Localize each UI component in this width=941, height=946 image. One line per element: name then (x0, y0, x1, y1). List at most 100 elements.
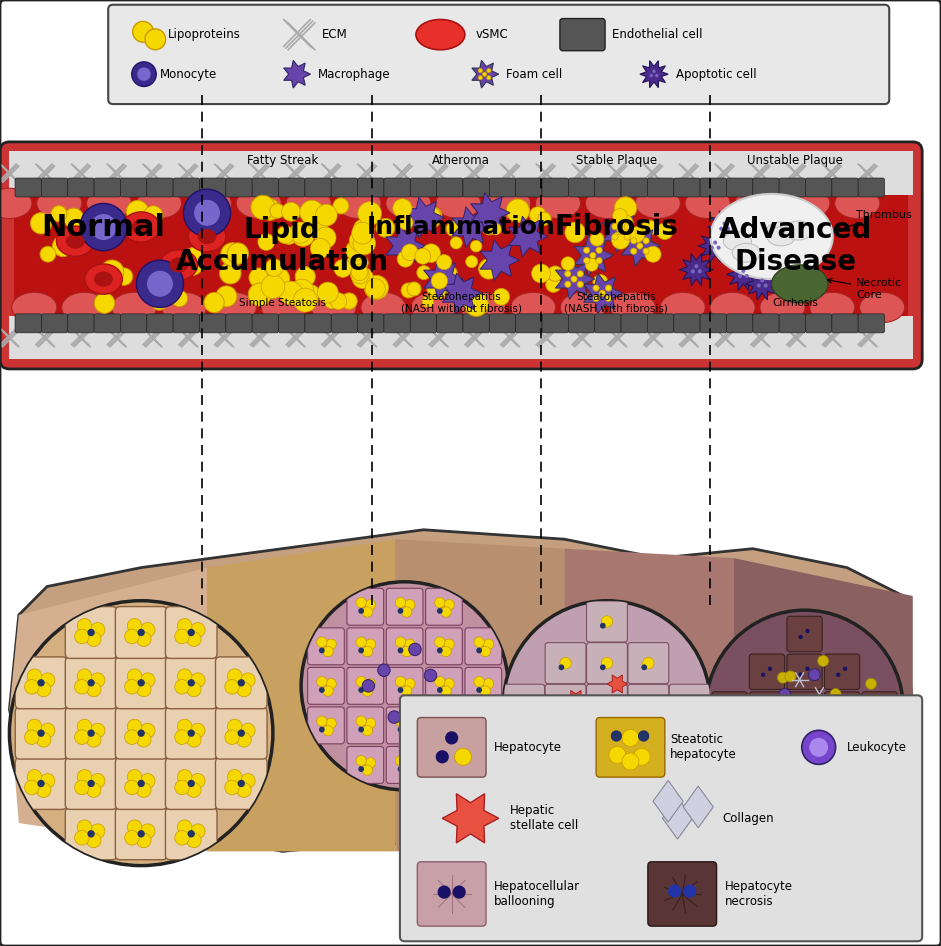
Circle shape (38, 780, 45, 787)
FancyBboxPatch shape (418, 717, 486, 778)
Circle shape (359, 766, 364, 772)
Ellipse shape (766, 222, 794, 241)
Circle shape (186, 783, 201, 797)
FancyBboxPatch shape (586, 767, 628, 809)
Circle shape (237, 732, 251, 747)
Circle shape (251, 195, 275, 219)
Circle shape (127, 820, 142, 834)
Circle shape (277, 226, 295, 244)
Polygon shape (745, 268, 779, 300)
Circle shape (419, 206, 441, 229)
FancyBboxPatch shape (545, 684, 586, 726)
Circle shape (334, 259, 352, 277)
Circle shape (440, 606, 452, 617)
Circle shape (124, 679, 139, 694)
Circle shape (624, 234, 630, 240)
Circle shape (171, 290, 187, 307)
Circle shape (356, 598, 366, 607)
Text: Simple Steatosis: Simple Steatosis (239, 298, 326, 307)
Circle shape (74, 730, 89, 745)
FancyBboxPatch shape (824, 692, 860, 727)
Ellipse shape (132, 219, 151, 235)
Polygon shape (452, 207, 491, 247)
Circle shape (140, 824, 155, 838)
Circle shape (323, 726, 333, 736)
Polygon shape (555, 259, 595, 299)
Circle shape (280, 227, 297, 244)
Circle shape (362, 726, 373, 736)
Circle shape (577, 271, 583, 277)
Circle shape (88, 629, 95, 637)
Circle shape (74, 679, 89, 694)
Circle shape (474, 637, 485, 647)
Circle shape (395, 637, 406, 647)
Ellipse shape (560, 292, 605, 323)
Circle shape (808, 669, 821, 681)
FancyBboxPatch shape (147, 314, 173, 333)
Polygon shape (662, 797, 693, 839)
Ellipse shape (785, 188, 830, 219)
Circle shape (237, 780, 245, 787)
Circle shape (341, 293, 358, 309)
Circle shape (612, 231, 630, 249)
Circle shape (77, 669, 92, 683)
Text: Foam cell: Foam cell (506, 68, 563, 80)
Circle shape (506, 199, 530, 222)
Ellipse shape (416, 20, 465, 50)
Circle shape (127, 719, 142, 734)
Circle shape (77, 719, 92, 734)
Circle shape (455, 750, 468, 763)
FancyBboxPatch shape (384, 314, 410, 333)
Circle shape (359, 648, 364, 654)
Circle shape (480, 726, 490, 736)
FancyBboxPatch shape (425, 668, 462, 704)
Circle shape (362, 606, 373, 617)
FancyBboxPatch shape (749, 654, 785, 690)
Circle shape (186, 632, 201, 646)
Circle shape (518, 699, 530, 710)
Circle shape (349, 239, 363, 253)
Circle shape (560, 699, 571, 710)
FancyBboxPatch shape (425, 707, 462, 744)
Circle shape (241, 723, 255, 738)
FancyBboxPatch shape (787, 767, 822, 803)
Circle shape (559, 747, 565, 753)
Circle shape (427, 278, 448, 299)
Circle shape (311, 238, 330, 258)
Circle shape (365, 678, 375, 689)
Circle shape (326, 678, 336, 689)
Circle shape (609, 746, 626, 763)
Circle shape (300, 201, 324, 224)
Circle shape (798, 710, 803, 714)
Circle shape (565, 281, 571, 288)
Circle shape (828, 724, 840, 735)
Circle shape (365, 639, 375, 649)
Circle shape (228, 719, 242, 734)
Circle shape (826, 734, 837, 745)
Circle shape (80, 203, 127, 251)
Circle shape (476, 648, 482, 654)
Circle shape (395, 756, 406, 766)
Circle shape (405, 639, 415, 649)
FancyBboxPatch shape (108, 5, 889, 104)
Circle shape (483, 220, 496, 235)
Bar (9, 151, 913, 195)
Circle shape (353, 232, 375, 254)
Circle shape (622, 729, 639, 746)
FancyBboxPatch shape (463, 178, 489, 197)
FancyBboxPatch shape (147, 178, 173, 197)
Circle shape (761, 748, 765, 752)
Circle shape (183, 189, 231, 236)
FancyBboxPatch shape (400, 695, 922, 941)
Text: Advanced
Disease: Advanced Disease (719, 216, 871, 276)
Circle shape (185, 247, 202, 264)
FancyBboxPatch shape (215, 758, 267, 810)
FancyBboxPatch shape (347, 707, 384, 744)
Circle shape (843, 667, 847, 671)
Circle shape (453, 885, 466, 899)
Circle shape (359, 687, 364, 692)
Circle shape (249, 268, 268, 288)
FancyBboxPatch shape (0, 142, 922, 369)
Text: Leukocyte: Leukocyte (847, 741, 907, 754)
Circle shape (101, 222, 122, 245)
